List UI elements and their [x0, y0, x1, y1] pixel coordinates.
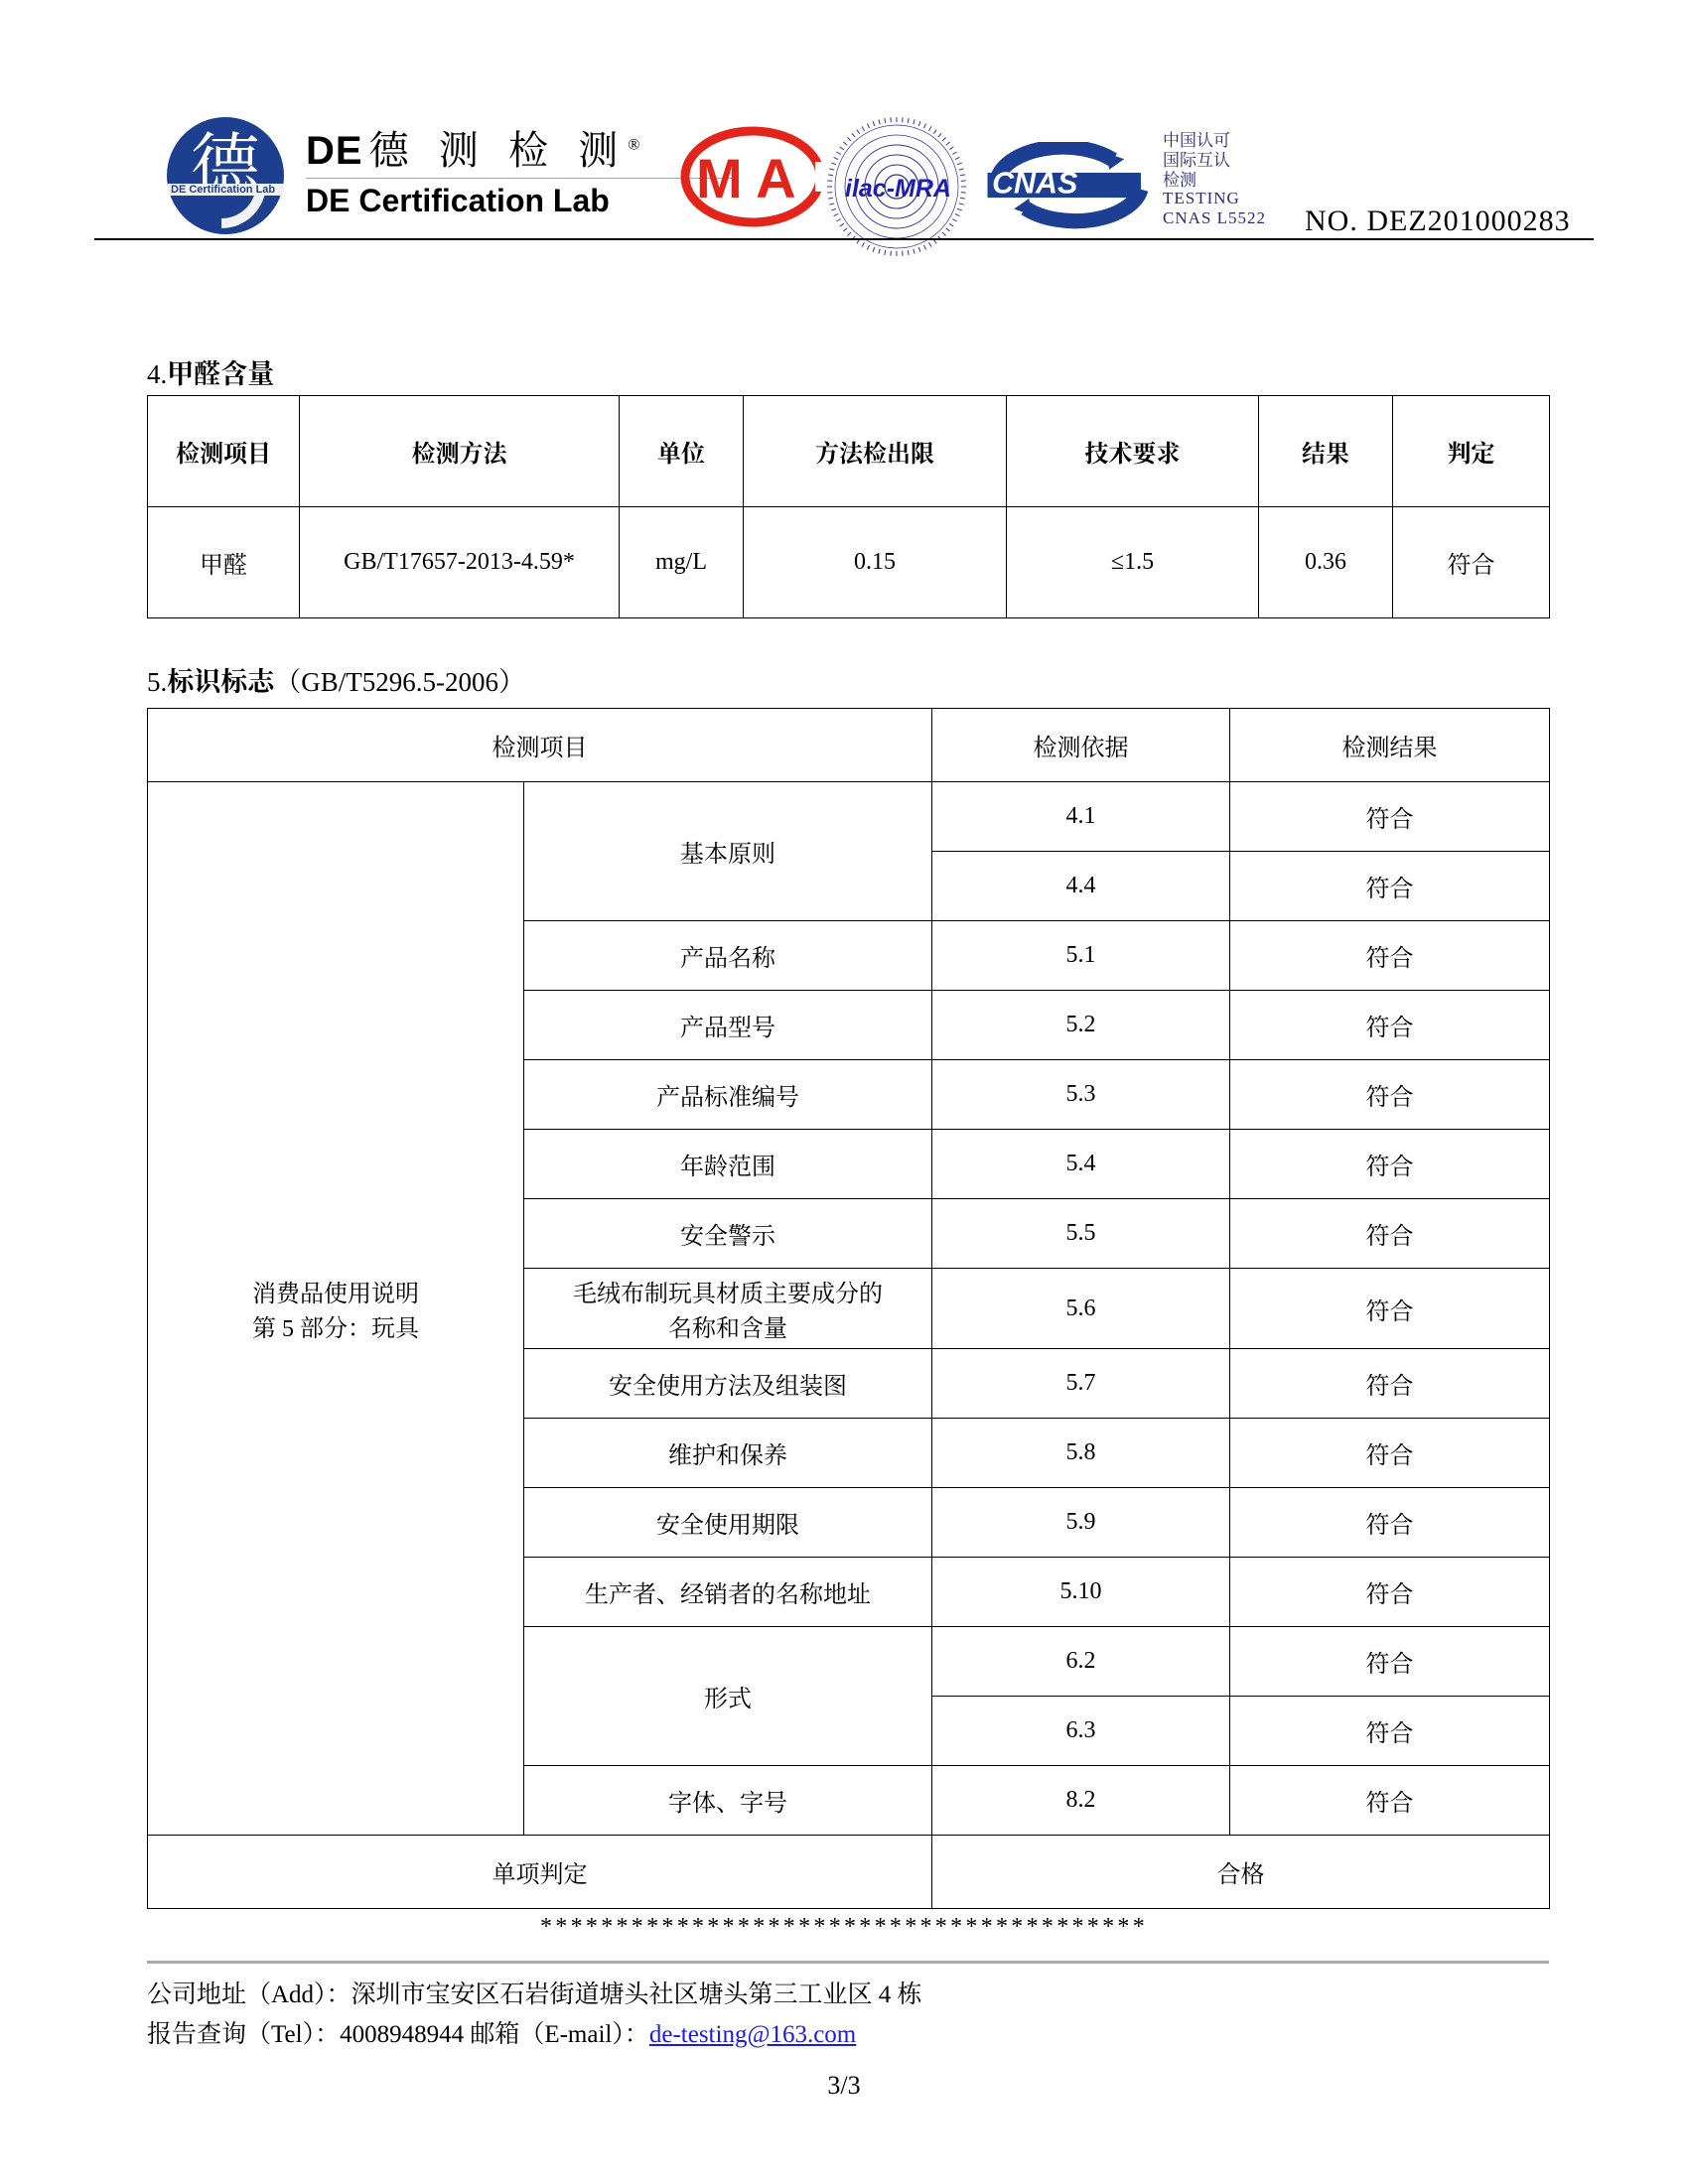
svg-text:M A: M A: [696, 147, 796, 209]
svg-text:ilac-MRA: ilac-MRA: [845, 175, 951, 203]
svg-text:CNAS: CNAS: [992, 167, 1077, 201]
